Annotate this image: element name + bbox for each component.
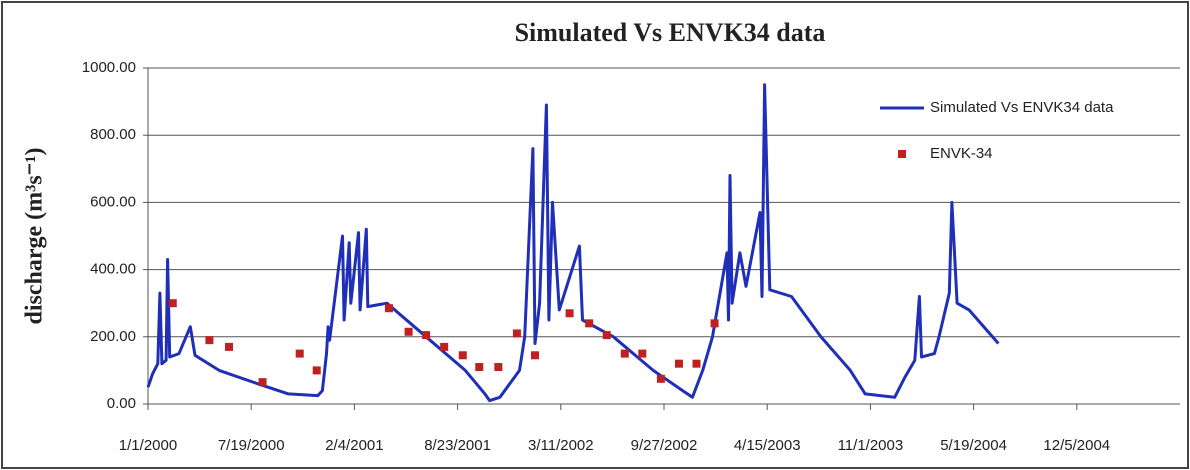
y-tick-label: 1000.00 xyxy=(82,59,136,76)
y-axis-label: discharge (m³s⁻¹) xyxy=(22,147,48,324)
scatter-point xyxy=(404,327,413,336)
legend-label: Simulated Vs ENVK34 data xyxy=(930,99,1114,116)
scatter-point xyxy=(494,363,503,372)
scatter-point xyxy=(225,342,234,351)
scatter-point xyxy=(422,331,431,340)
scatter-point xyxy=(205,336,214,345)
scatter-point xyxy=(565,309,574,318)
scatter-point xyxy=(512,329,521,338)
legend-label: ENVK-34 xyxy=(930,145,993,162)
y-tick-label: 200.00 xyxy=(90,328,136,345)
x-tick-label: 12/5/2004 xyxy=(1043,437,1110,454)
x-tick-label: 4/15/2003 xyxy=(734,437,801,454)
x-tick-label: 3/11/2002 xyxy=(528,437,594,454)
scatter-point xyxy=(585,319,594,328)
x-tick-label: 9/27/2002 xyxy=(631,437,698,454)
scatter-point xyxy=(384,304,393,313)
x-tick-label: 1/1/2000 xyxy=(119,437,177,454)
x-tick-label: 2/4/2001 xyxy=(325,437,383,454)
x-tick-label: 5/19/2004 xyxy=(940,437,1007,454)
scatter-point xyxy=(602,331,611,340)
legend-swatch xyxy=(898,150,906,158)
x-tick-label: 11/1/2003 xyxy=(838,437,904,454)
scatter-point xyxy=(312,366,321,375)
y-tick-label: 600.00 xyxy=(90,193,136,210)
scatter-point xyxy=(638,349,647,358)
scatter-point xyxy=(656,374,665,383)
scatter-point xyxy=(531,351,539,360)
scatter-point xyxy=(475,363,484,372)
chart-title: Simulated Vs ENVK34 data xyxy=(515,18,826,47)
scatter-point xyxy=(692,359,701,368)
scatter-point xyxy=(674,359,683,368)
scatter-point xyxy=(168,299,177,308)
scatter-point xyxy=(295,349,304,358)
y-tick-label: 800.00 xyxy=(90,126,136,143)
line-series xyxy=(146,83,1000,403)
scatter-point xyxy=(710,319,719,328)
x-tick-label: 8/23/2001 xyxy=(424,437,491,454)
y-tick-label: 0.00 xyxy=(107,395,136,412)
scatter-point xyxy=(258,378,267,387)
y-tick-label: 400.00 xyxy=(90,261,136,278)
scatter-point xyxy=(440,342,449,351)
scatter-point xyxy=(620,349,629,358)
x-tick-label: 7/19/2000 xyxy=(218,437,285,454)
scatter-point xyxy=(458,351,467,360)
